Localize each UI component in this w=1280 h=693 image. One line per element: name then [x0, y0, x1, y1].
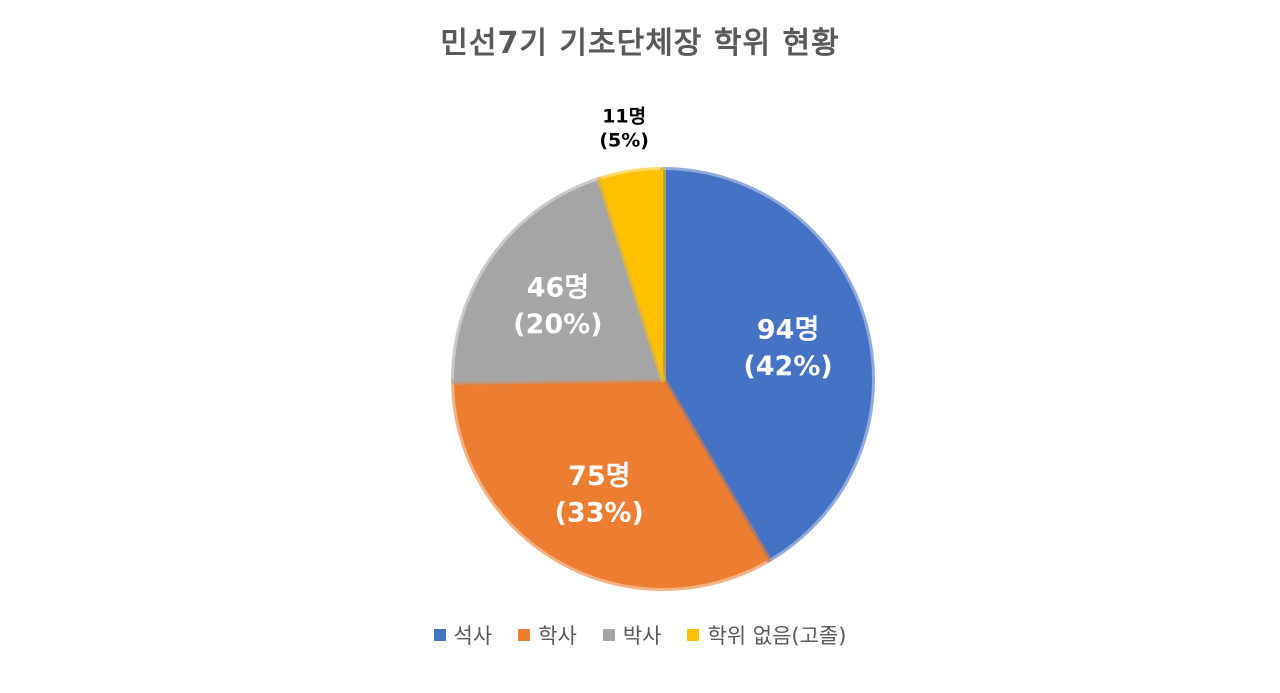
data-label-percent-bachelor: (33%) [555, 497, 644, 528]
legend-item-master: 석사 [433, 620, 493, 650]
data-label-count-no-degree: 11명 [602, 106, 646, 128]
pie-labels: 94명 (42%) 75명 (33%) 46명 (20%) 11명(5%) [513, 106, 832, 529]
legend-label-no-degree: 학위 없음(고졸) [707, 624, 847, 648]
chart-title: 민선7기 기초단체장 학위 현황 [440, 26, 840, 61]
data-label-count-master: 94명 [757, 314, 819, 345]
pie-slice-master [660, 167, 875, 563]
legend-item-doctor: 박사 [602, 620, 662, 650]
data-label-percent-doctor: (20%) [513, 309, 602, 340]
data-label-count-doctor: 46명 [527, 272, 589, 303]
legend-item-no-degree: 학위 없음(고졸) [687, 620, 846, 650]
legend-item-bachelor: 학사 [518, 620, 577, 650]
legend-swatch-no-degree [687, 629, 700, 641]
legend-label-bachelor: 학사 [538, 624, 577, 648]
legend-swatch-bachelor [518, 629, 531, 641]
pie-slice-doctor [451, 176, 666, 385]
legend-label-doctor: 박사 [622, 624, 662, 648]
legend-label-master: 석사 [453, 624, 493, 648]
pie-slice-bachelor [451, 376, 772, 591]
legend: 석사 학사 박사 학위 없음(고졸) [0, 620, 1280, 650]
data-label-count-bachelor: 75명 [568, 461, 630, 492]
pie-slices [451, 167, 875, 591]
legend-swatch-master [433, 629, 446, 641]
data-label-percent-no-degree: (5%) [599, 129, 649, 151]
data-label-percent-master: (42%) [743, 351, 832, 382]
pie-slice-no-degree [597, 167, 666, 382]
legend-swatch-doctor [602, 629, 615, 641]
